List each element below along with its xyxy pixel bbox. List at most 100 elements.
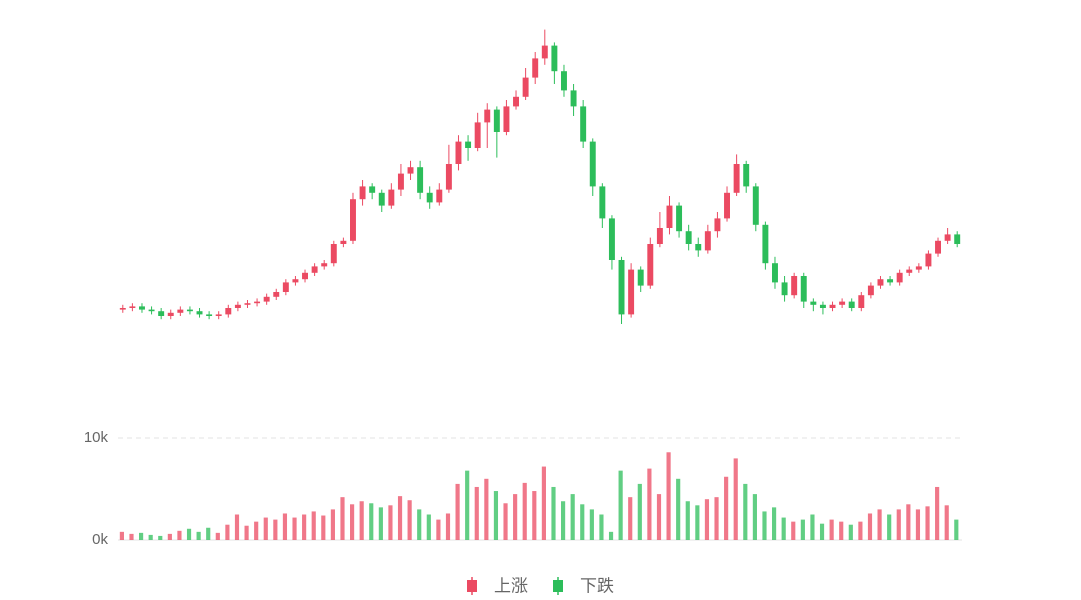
candle-body [522, 77, 529, 97]
candle-body [359, 186, 366, 200]
volume-bar [867, 513, 873, 540]
legend-icon [553, 580, 563, 592]
candle-body [944, 234, 951, 241]
volume-bar [388, 505, 393, 540]
candle-body [474, 122, 481, 148]
volume-bar [676, 478, 681, 540]
y-tick-label: 10k [84, 429, 109, 446]
volume-bar [570, 494, 575, 540]
volume-bar [407, 500, 412, 540]
volume-bar [944, 505, 949, 540]
candle-body [752, 186, 759, 225]
candle-body [772, 263, 778, 283]
volume-bar [522, 482, 527, 540]
candle-body [954, 234, 961, 244]
volume-bar [772, 507, 777, 540]
volume-bar [282, 513, 288, 540]
candle-body [628, 269, 635, 315]
legend-icon [467, 580, 477, 592]
candle-body [925, 253, 932, 267]
volume-bar [263, 517, 268, 540]
candle-body [915, 266, 922, 270]
candle-body [302, 272, 308, 280]
volume-bar [321, 515, 326, 540]
candle-body [225, 308, 232, 315]
candle-body [465, 141, 472, 148]
volume-bar [887, 514, 892, 540]
candle-body [839, 301, 846, 305]
volume-bar [196, 531, 201, 540]
candle-body [906, 269, 913, 273]
candle-body [935, 240, 941, 254]
volume-bar [839, 521, 844, 540]
volume-bar [503, 503, 508, 540]
volume-bar [810, 514, 815, 540]
candle-body [810, 301, 817, 305]
volume-bar [541, 466, 546, 540]
volume-bar [551, 486, 556, 540]
volume-bar [532, 491, 537, 540]
volume-bar [877, 509, 882, 540]
volume-bar [206, 527, 211, 540]
legend-label: 上涨 [494, 576, 528, 595]
volume-bar [666, 452, 671, 540]
candle-body [330, 244, 337, 264]
volume-bar [417, 509, 422, 540]
volume-bar [829, 519, 834, 540]
volume-bar [915, 509, 921, 540]
candle-body [311, 266, 318, 273]
volume-bar [618, 470, 623, 540]
candle-body [407, 167, 414, 174]
candle-body [714, 218, 721, 232]
candle-body [445, 164, 452, 190]
candle-body [119, 308, 126, 310]
candle-body [206, 314, 213, 316]
volume-bar [800, 519, 805, 540]
candle-body [877, 279, 884, 286]
candle-body [541, 45, 548, 59]
volume-bar [513, 494, 518, 540]
candle-body [177, 309, 184, 313]
candle-body [503, 106, 510, 132]
candle-body [273, 292, 280, 297]
candle-body [369, 186, 376, 193]
candle-body [589, 141, 596, 187]
volume-bar [628, 497, 633, 540]
candle-body [570, 90, 577, 107]
candle-body [484, 109, 491, 123]
candle-body [263, 296, 270, 302]
volume-bar [791, 521, 796, 540]
volume-bar [752, 494, 757, 540]
volume-bar [340, 497, 345, 540]
volume-bar [685, 501, 690, 540]
volume-bar [493, 491, 499, 540]
volume-bar [762, 511, 767, 540]
candle-body [676, 205, 683, 232]
volume-bar [608, 531, 614, 540]
candle-body [436, 189, 443, 203]
candle-body [139, 306, 145, 310]
volume-bar [254, 521, 259, 540]
volume-bar [704, 499, 710, 540]
candle-body [321, 263, 328, 267]
volume-bar [935, 486, 940, 540]
volume-bar [637, 483, 642, 540]
candle-body [148, 309, 155, 312]
candle-body [561, 71, 567, 91]
candle-body [848, 301, 855, 308]
volume-bar [724, 476, 729, 540]
candle-body [695, 244, 702, 251]
volume-bar [647, 468, 652, 540]
volume-bar [244, 525, 249, 540]
volume-bar [426, 514, 431, 540]
candle-body [350, 199, 356, 241]
candle-body [733, 164, 740, 193]
candle-body [858, 295, 865, 308]
candle-body [455, 141, 462, 164]
candle-body [704, 231, 711, 251]
volume-bar [302, 514, 307, 540]
candle-body [129, 306, 136, 308]
volume-bar [311, 511, 316, 540]
candle-body [791, 276, 798, 296]
candle-body [647, 244, 654, 286]
